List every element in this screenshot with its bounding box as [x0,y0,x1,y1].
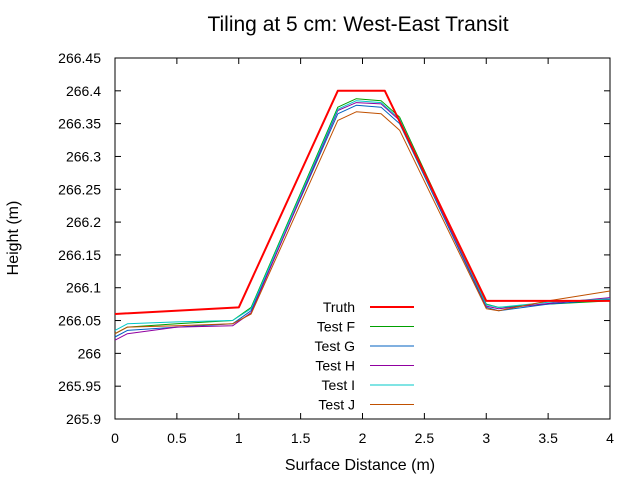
x-axis-label: Surface Distance (m) [285,457,435,474]
y-tick-label: 266.4 [66,83,101,99]
y-tick-label: 266 [78,345,102,361]
y-tick-label: 266.05 [58,313,101,329]
x-tick-label: 1.5 [291,430,311,446]
series-line-test-h [114,102,611,341]
y-tick-label: 266.2 [66,214,101,230]
series-line-truth [114,89,610,315]
x-tick-label: 4 [606,430,614,446]
x-tick-label: 3.5 [538,430,558,446]
y-tick-label: 266.15 [58,247,101,263]
series-line-test-j [114,111,611,335]
legend-label: Test F [317,319,355,335]
x-tick-label: 0.5 [167,430,187,446]
legend-label: Test J [318,397,355,413]
x-tick-label: 3 [482,430,490,446]
series-layer [114,89,611,341]
y-axis: 265.9 265.95 266 266.05 266.1 266.15 266.2 266.… [58,50,610,427]
y-tick-label: 266.3 [66,148,101,164]
series-line-test-g [114,104,611,338]
legend-label: Test I [322,377,355,393]
legend-label: Test H [315,358,355,374]
x-axis: 0 0.5 1 1.5 2 2.5 3 3.5 4 [111,58,614,446]
y-tick-label: 265.9 [66,411,101,427]
y-tick-label: 266.35 [58,116,101,132]
x-tick-label: 0 [111,430,119,446]
series-line-test-i [114,100,611,331]
x-tick-label: 2 [359,430,367,446]
y-tick-label: 266.1 [66,280,101,296]
legend-label: Truth [323,299,355,315]
chart-title: Tiling at 5 cm: West-East Transit [207,13,508,36]
series-line-test-f [114,98,611,335]
x-tick-label: 1 [235,430,243,446]
legend-label: Test G [315,338,355,354]
y-tick-label: 265.95 [58,378,101,394]
legend: Truth Test F Test G Test H Test I Test J [315,299,414,413]
y-tick-label: 266.45 [58,50,101,66]
y-axis-label: Height (m) [5,201,22,276]
y-tick-label: 266.25 [58,181,101,197]
x-tick-label: 2.5 [415,430,435,446]
